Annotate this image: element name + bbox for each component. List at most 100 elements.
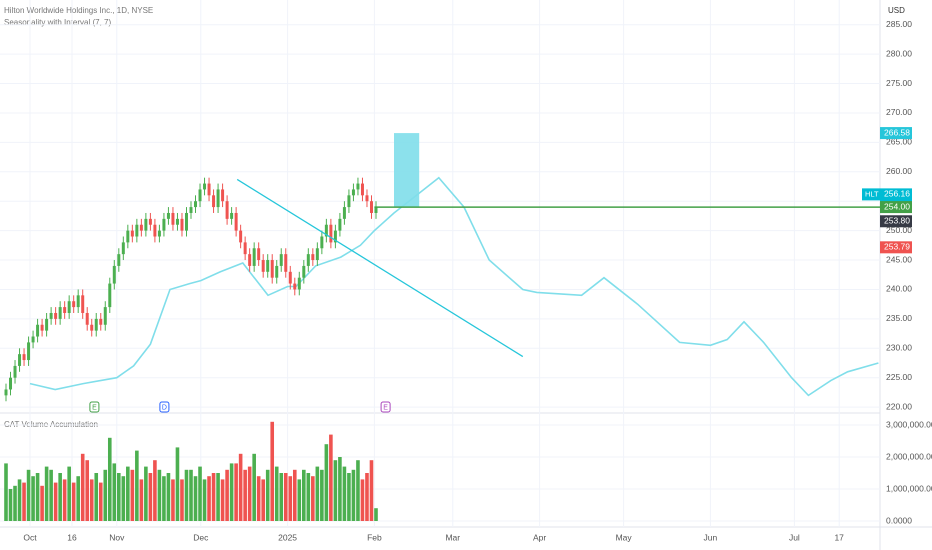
volume-bar — [356, 460, 360, 521]
candle-body — [157, 230, 161, 237]
volume-bar — [144, 466, 148, 521]
volume-bar — [26, 469, 31, 521]
volume-bar — [162, 476, 166, 521]
candle-body — [315, 248, 319, 261]
candle-body — [243, 242, 247, 255]
candle-body — [121, 242, 125, 255]
volume-bar — [338, 457, 342, 521]
candle-body — [90, 324, 94, 331]
candle-body — [117, 254, 121, 266]
candle-body — [284, 254, 288, 272]
volume-bar — [374, 508, 378, 521]
volume-bar — [247, 466, 252, 521]
x-tick-label: 16 — [67, 532, 77, 542]
volume-bar — [256, 476, 261, 521]
volume-bar — [89, 479, 94, 521]
target-box — [394, 133, 420, 208]
volume-bar — [270, 421, 275, 521]
event-badge — [380, 401, 391, 413]
volume-bar — [103, 469, 108, 521]
volume-bar — [329, 434, 333, 521]
candle-body — [130, 230, 134, 237]
x-tick-label: 2025 — [278, 532, 297, 542]
x-tick-label: May — [616, 532, 633, 542]
candle-body — [166, 212, 170, 219]
volume-bar — [135, 450, 139, 521]
x-tick-label: Nov — [109, 532, 125, 542]
candle-body — [54, 312, 58, 319]
candle-body — [347, 195, 351, 208]
candle-body — [189, 207, 193, 213]
candle-body — [351, 189, 355, 196]
candle-body — [94, 318, 98, 331]
x-tick-label: Oct — [23, 532, 37, 542]
volume-bar — [94, 473, 99, 521]
y-tick-label: 245.00 — [886, 254, 912, 264]
volume-bar — [8, 489, 13, 521]
volume-bar — [274, 466, 279, 521]
volume-bar — [265, 469, 270, 521]
candle-body — [248, 254, 252, 266]
candle-body — [216, 189, 220, 208]
volume-bar — [107, 437, 112, 521]
candle-body — [279, 254, 283, 266]
candle-body — [261, 260, 265, 272]
x-tick-label: 17 — [834, 532, 844, 542]
volume-bar — [180, 479, 184, 521]
candle-body — [22, 354, 26, 361]
volume-bar — [22, 482, 26, 521]
y-tick-label: 270.00 — [886, 107, 912, 117]
candle-body — [49, 312, 53, 319]
y-tick-label: 220.00 — [886, 401, 912, 411]
candle-body — [338, 218, 342, 231]
price-label: 253.79 — [884, 242, 910, 252]
y-tick-label: 250.00 — [886, 225, 912, 235]
candle-body — [257, 248, 261, 261]
volume-bar — [220, 479, 225, 521]
candle-body — [72, 301, 76, 308]
event-label: E — [383, 404, 388, 411]
price-tag — [880, 241, 912, 254]
volume-bar — [126, 466, 130, 521]
volume-bar — [297, 479, 302, 521]
candle-body — [306, 254, 310, 266]
volume-bar — [243, 469, 247, 521]
volume-bar — [261, 479, 265, 521]
candle-body — [293, 283, 297, 290]
candle-body — [212, 195, 216, 208]
volume-bar — [62, 479, 67, 521]
volume-bar — [252, 453, 256, 521]
volume-bar — [148, 473, 153, 521]
volume-bar — [139, 479, 144, 521]
volume-bar — [112, 463, 117, 521]
volume-bar — [184, 469, 189, 521]
volume-bar — [234, 463, 238, 521]
volume-bar — [369, 460, 374, 521]
candle-body — [58, 307, 62, 319]
candle-body — [99, 318, 103, 325]
volume-bar — [238, 453, 243, 521]
price-label: 256.16 — [884, 189, 910, 199]
candle-body — [324, 224, 328, 237]
candle-body — [13, 365, 17, 378]
price-tag — [880, 215, 912, 228]
candle-body — [175, 218, 179, 225]
y-tick-label: 225.00 — [886, 372, 912, 382]
candle-body — [203, 183, 207, 190]
candle-body — [9, 377, 13, 390]
candle-body — [126, 230, 130, 243]
volume-bar — [80, 453, 85, 521]
seasonality-line — [29, 176, 879, 397]
volume-bar — [351, 469, 356, 521]
volume-bar — [288, 476, 293, 521]
candle-body — [103, 307, 107, 325]
volume-bar — [71, 482, 76, 521]
volume-bar — [166, 473, 171, 521]
volume-bar — [13, 485, 17, 521]
candle-body — [239, 230, 243, 243]
x-tick-label: Apr — [533, 532, 546, 542]
indicator-title: Seasonality with Interval (7, 7) — [4, 18, 111, 27]
event-label: E — [92, 404, 97, 411]
volume-bar — [360, 479, 365, 521]
